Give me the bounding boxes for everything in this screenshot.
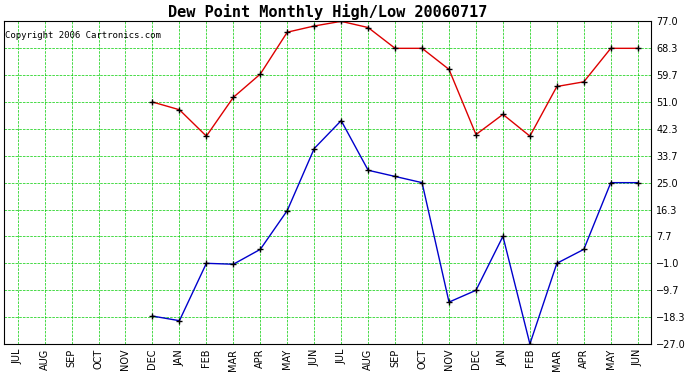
- Title: Dew Point Monthly High/Low 20060717: Dew Point Monthly High/Low 20060717: [168, 4, 487, 20]
- Text: Copyright 2006 Cartronics.com: Copyright 2006 Cartronics.com: [6, 31, 161, 40]
